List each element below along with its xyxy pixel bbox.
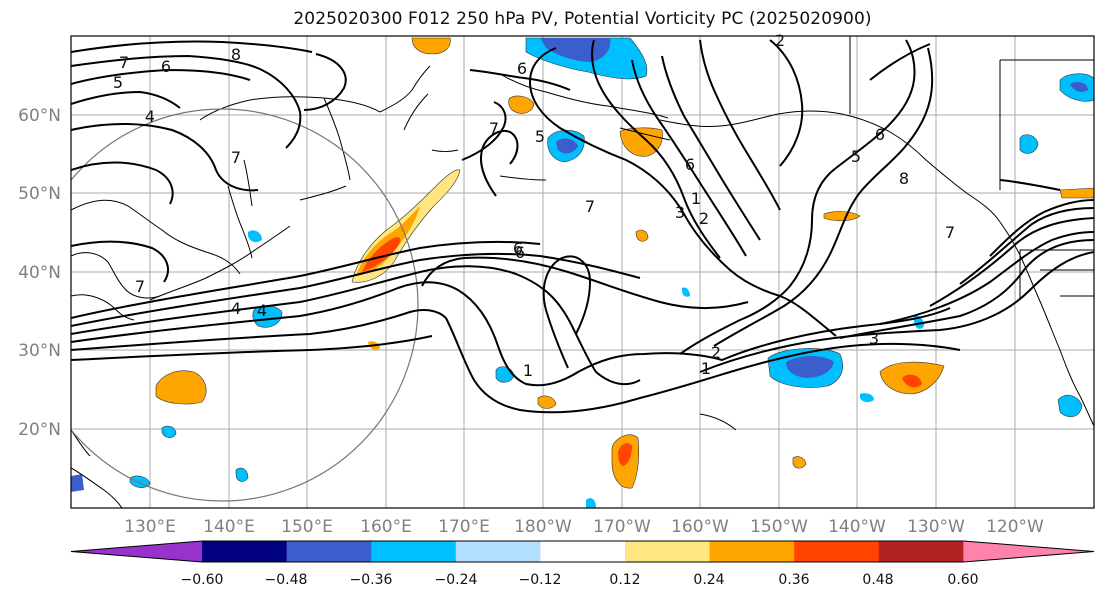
lon-label: 120°W xyxy=(986,517,1044,537)
colorbar-extend-high xyxy=(963,541,1094,562)
colorbar-segment xyxy=(540,541,626,562)
contour-label: 5 xyxy=(535,127,545,146)
lon-label: 130°E xyxy=(124,517,176,537)
lon-label: 130°W xyxy=(907,517,965,537)
colorbar-segment xyxy=(286,541,372,562)
colorbar-tick-label: 0.60 xyxy=(947,572,978,588)
contour-label: 7 xyxy=(231,148,241,167)
graticule xyxy=(71,36,1094,508)
colorbar-tick-label: 0.12 xyxy=(609,572,640,588)
contour-label: 8 xyxy=(231,45,241,64)
contour-label: 5 xyxy=(851,147,861,166)
contour-label: 1 xyxy=(523,361,533,380)
contour-label: 7 xyxy=(119,53,129,72)
map-frame xyxy=(70,35,1095,509)
lat-label: 30°N xyxy=(18,341,61,361)
colorbar-outline xyxy=(70,540,1095,563)
coastlines xyxy=(71,36,1094,508)
contour-label: 4 xyxy=(145,107,155,126)
contour-labels: 7 8 6 5 4 6 7 5 7 7 7 6 5 8 1 2 3 6 4 1 … xyxy=(113,31,955,380)
colorbar-tick-labels: −0.60 −0.48 −0.36 −0.24 −0.12 0.12 0.24 … xyxy=(181,572,979,588)
lon-label: 150°W xyxy=(750,517,808,537)
colorbar-segment xyxy=(878,541,964,562)
contour-label: 6 xyxy=(875,125,885,144)
lon-label: 160°W xyxy=(671,517,729,537)
colorbar-extend-low xyxy=(71,541,202,562)
contour-label: 7 xyxy=(945,223,955,242)
lon-label: 140°W xyxy=(828,517,886,537)
lat-label: 20°N xyxy=(18,420,61,440)
colorbar-segment xyxy=(371,541,457,562)
contour-label: 6 xyxy=(685,155,695,174)
contour-label: 1 xyxy=(691,189,701,208)
page-title: 2025020300 F012 250 hPa PV, Potential Vo… xyxy=(293,9,872,29)
lat-label: 50°N xyxy=(18,184,61,204)
contour-label: 7 xyxy=(489,119,499,138)
colorbar-segment xyxy=(794,541,880,562)
colorbar-tick-label: −0.36 xyxy=(350,572,393,588)
lon-label: 170°E xyxy=(438,517,490,537)
contour-label: 4 xyxy=(231,299,241,318)
colorbar-segment xyxy=(455,541,541,562)
contour-label: 7 xyxy=(585,197,595,216)
colorbar-tick-label: −0.24 xyxy=(435,572,478,588)
colorbar-tick-label: 0.36 xyxy=(778,572,809,588)
contour-label: 1 xyxy=(701,359,711,378)
colorbar-segment xyxy=(625,541,711,562)
colorbar-tick-label: −0.48 xyxy=(265,572,308,588)
contour-label: 3 xyxy=(869,329,879,348)
colorbar xyxy=(70,540,1095,563)
contour-label: 8 xyxy=(899,169,909,188)
contour-label: 6 xyxy=(515,243,525,262)
longitude-labels: 130°E 140°E 150°E 160°E 170°E 180°W 170°… xyxy=(124,517,1044,537)
positive-anomaly-aleutian xyxy=(619,127,663,157)
contour-label: 6 xyxy=(517,59,527,78)
colorbar-tick-label: 0.24 xyxy=(693,572,724,588)
colorbar-segment xyxy=(202,541,288,562)
colorbar-tick-label: −0.12 xyxy=(519,572,562,588)
colorbar-tick-label: −0.60 xyxy=(181,572,224,588)
lon-label: 160°E xyxy=(360,517,412,537)
contour-label: 2 xyxy=(775,31,785,50)
latitude-labels: 60°N 50°N 40°N 30°N 20°N xyxy=(18,106,61,440)
contour-label: 5 xyxy=(113,73,123,92)
colorbar-tick-label: 0.48 xyxy=(862,572,893,588)
lon-label: 140°E xyxy=(203,517,255,537)
contour-label: 2 xyxy=(699,209,709,228)
lon-label: 150°E xyxy=(281,517,333,537)
colorbar-segment xyxy=(709,541,795,562)
contour-label: 7 xyxy=(135,277,145,296)
lat-label: 40°N xyxy=(18,263,61,283)
lon-label: 170°W xyxy=(593,517,651,537)
contour-label: 4 xyxy=(257,301,267,320)
pv-contours xyxy=(71,39,1094,414)
lon-label: 180°W xyxy=(514,517,572,537)
contour-label: 2 xyxy=(711,343,721,362)
contour-label: 3 xyxy=(675,203,685,222)
contour-label: 6 xyxy=(513,239,523,258)
contour-label: 6 xyxy=(161,57,171,76)
range-circle xyxy=(71,108,419,502)
lat-label: 60°N xyxy=(18,106,61,126)
